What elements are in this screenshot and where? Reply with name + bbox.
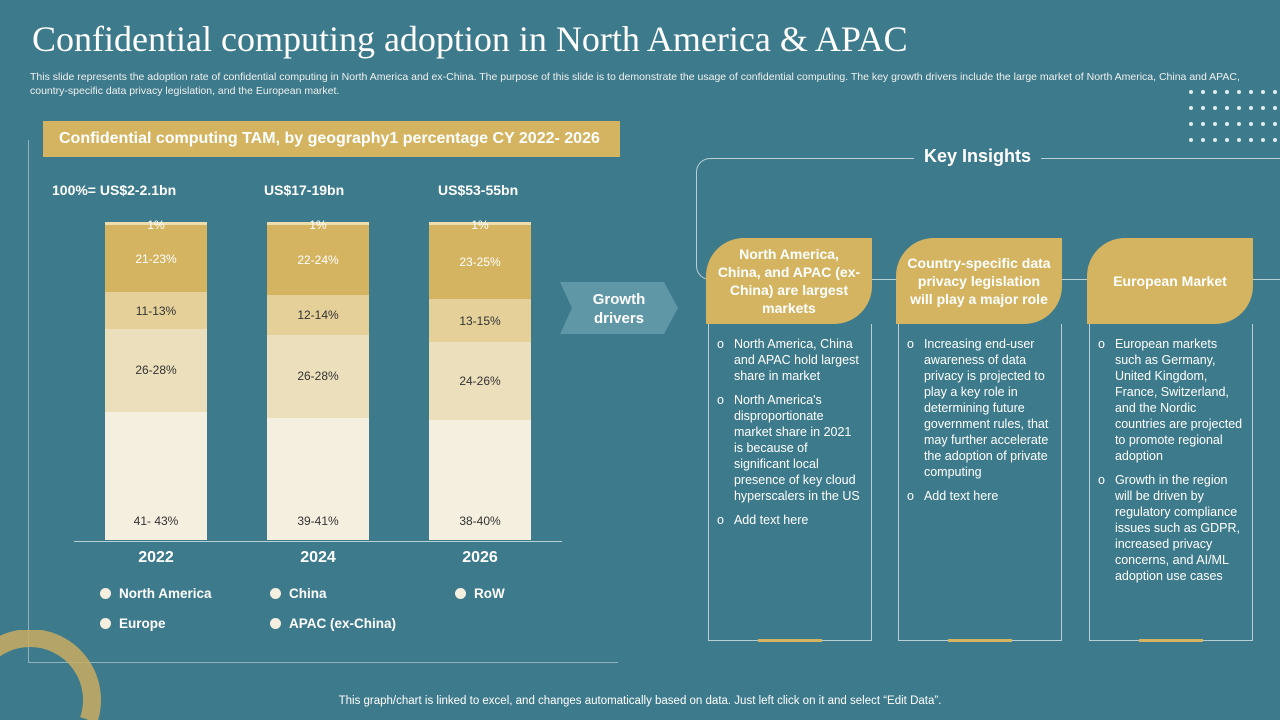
card-body: o European markets such as Germany, Unite…	[1089, 324, 1253, 642]
dot-pattern-decoration	[1189, 90, 1277, 142]
bullet: o Growth in the region will be driven by …	[1098, 473, 1240, 583]
bar-2022: 41- 43% 26-28% 11-13% 21-23% 1%	[105, 218, 207, 540]
bar-2024: 39-41% 26-28% 12-14% 22-24% 1%	[267, 218, 369, 540]
bar-segment: 1%	[105, 218, 207, 232]
bar-segment: 24-26%	[429, 342, 531, 420]
data-label: 26-28%	[135, 363, 177, 378]
x-tick-label: 2024	[300, 549, 336, 566]
bar-segment: 39-41%	[267, 417, 369, 540]
key-insights-heading: Key Insights	[914, 146, 1042, 167]
data-label: 24-26%	[459, 373, 501, 388]
card-body: o Increasing end-user awareness of data p…	[898, 324, 1062, 642]
frame-line	[28, 662, 618, 663]
bar-segment: 21-23%	[105, 225, 207, 293]
insight-card: North America, China, and APAC (ex-China…	[706, 238, 872, 642]
legend-item-row: RoW	[455, 586, 505, 601]
legend-item-north-america: North America	[100, 586, 212, 601]
legend-item-china: China	[270, 586, 327, 601]
bullet: o European markets such as Germany, Unite…	[1098, 337, 1243, 463]
chart-title: Confidential computing TAM, by geography…	[43, 121, 620, 157]
frame-line	[28, 140, 29, 662]
legend-item-europe: Europe	[100, 616, 166, 631]
bar-segment: 38-40%	[429, 419, 531, 540]
bar-segment: 23-25%	[429, 225, 531, 300]
bar-segment: 26-28%	[105, 329, 207, 412]
bullet: o North America, China and APAC hold larg…	[717, 337, 859, 383]
data-label: 26-28%	[297, 369, 339, 384]
legend: North America China RoW Europe APAC (ex-…	[100, 586, 560, 646]
insight-card: Country-specific data privacy legislatio…	[896, 238, 1062, 642]
data-label: 39-41%	[297, 513, 339, 528]
bar-total-label: 100%= US$2-2.1bn	[52, 182, 177, 198]
card-body: o North America, China and APAC hold larg…	[708, 324, 872, 642]
x-tick-label: 2026	[462, 549, 498, 566]
card-title: North America, China, and APAC (ex-China…	[706, 238, 872, 324]
bar-total-label: US$53-55bn	[438, 182, 519, 198]
data-label: 12-14%	[297, 308, 339, 323]
card-title: European Market	[1087, 238, 1253, 324]
bullet: o Add text here	[907, 489, 999, 503]
data-label: 41- 43%	[133, 513, 179, 528]
footer-note: This graph/chart is linked to excel, and…	[338, 695, 942, 707]
insight-card: European Market o European markets such a…	[1087, 238, 1253, 642]
data-label: 23-25%	[459, 255, 501, 270]
data-label: 11-13%	[135, 303, 177, 318]
page-title: Confidential computing adoption in North…	[32, 19, 908, 59]
data-label: 21-23%	[135, 251, 177, 266]
bar-segment: 1%	[267, 218, 369, 232]
data-label: 22-24%	[297, 253, 339, 268]
data-label: 1%	[309, 218, 327, 232]
bar-segment: 1%	[429, 218, 531, 232]
bullet: o Add text here	[717, 513, 809, 527]
data-label: 38-40%	[459, 513, 501, 528]
bar-segment: 11-13%	[105, 292, 207, 329]
corner-ring-decoration	[0, 630, 101, 720]
x-axis	[74, 541, 562, 542]
bar-2026: 38-40% 24-26% 13-15% 23-25% 1%	[429, 218, 531, 540]
bar-segment: 22-24%	[267, 225, 369, 296]
bar-segment: 26-28%	[267, 335, 369, 418]
bullet: o North America's disproportionate market…	[717, 393, 860, 503]
page-subtitle: This slide represents the adoption rate …	[30, 71, 1240, 97]
data-label: 1%	[147, 218, 165, 232]
bar-segment: 12-14%	[267, 295, 369, 336]
bullet: o Increasing end-user awareness of data p…	[907, 337, 1049, 479]
bar-total-label: US$17-19bn	[264, 182, 345, 198]
growth-drivers-label: Growth drivers	[592, 291, 646, 327]
bar-segment: 41- 43%	[105, 411, 207, 540]
x-tick-label: 2022	[138, 549, 174, 566]
card-title: Country-specific data privacy legislatio…	[896, 238, 1062, 324]
legend-item-apac: APAC (ex-China)	[270, 616, 396, 631]
growth-drivers-chevron	[560, 282, 678, 334]
data-label: 13-15%	[459, 313, 501, 328]
bar-segment: 13-15%	[429, 299, 531, 343]
data-label: 1%	[471, 218, 489, 232]
